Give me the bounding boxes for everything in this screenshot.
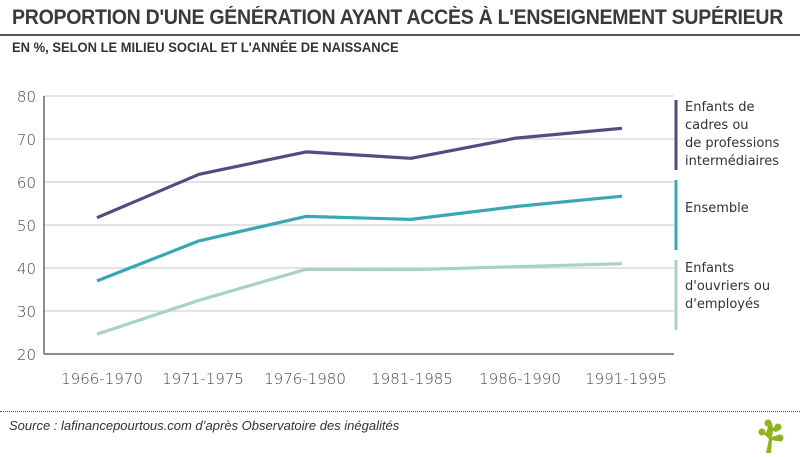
y-tick-label: 50 — [17, 217, 36, 235]
y-tick-label: 20 — [17, 346, 36, 364]
legend-label: Ensemble — [685, 201, 749, 216]
x-tick-label: 1976-1980 — [264, 370, 346, 388]
y-tick-labels: 20 30 40 50 60 70 80 — [17, 88, 36, 364]
footer-divider — [0, 411, 800, 412]
x-tick-label: 1971-1975 — [162, 370, 244, 388]
axes — [43, 96, 674, 355]
x-tick-label: 1981-1985 — [371, 370, 453, 388]
chart-title: PROPORTION D'UNE GÉNÉRATION AYANT ACCÈS … — [12, 6, 784, 29]
x-tick-label: 1986-1990 — [479, 370, 561, 388]
legend: Enfants de cadres ou de professions intermé… — [674, 100, 780, 330]
series-line — [96, 194, 623, 283]
legend-label: cadres ou — [685, 118, 749, 133]
y-tick-label: 30 — [17, 303, 36, 321]
y-tick-label: 60 — [17, 174, 36, 192]
legend-label: intermédiaires — [685, 154, 779, 169]
x-tick-labels: 1966-1970 1971-1975 1976-1980 1981-1985 1986… — [61, 370, 667, 388]
x-tick-label: 1966-1970 — [61, 370, 143, 388]
series-line — [96, 126, 623, 220]
y-tick-label: 40 — [17, 260, 36, 278]
x-tick-label: 1991-1995 — [585, 370, 667, 388]
legend-label: Enfants de — [685, 100, 755, 115]
series-lines — [96, 126, 623, 336]
tree-icon — [758, 419, 784, 453]
title-divider — [0, 34, 800, 36]
source-note: Source : lafinancepourtous.com d’après O… — [9, 418, 400, 433]
gridlines — [44, 95, 674, 312]
legend-label: d'employés — [685, 297, 760, 312]
legend-label: de professions — [685, 136, 780, 151]
legend-label: d'ouvriers ou — [685, 279, 770, 294]
y-tick-label: 80 — [17, 88, 36, 106]
chart-subtitle: EN %, SELON LE MILIEU SOCIAL ET L'ANNÉE … — [12, 40, 399, 55]
series-line — [96, 262, 623, 336]
y-tick-label: 70 — [17, 131, 36, 149]
legend-label: Enfants — [685, 261, 734, 276]
